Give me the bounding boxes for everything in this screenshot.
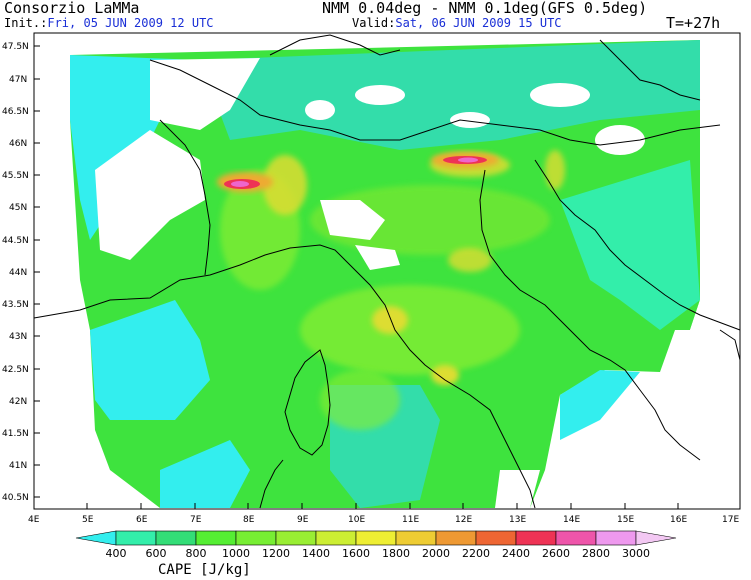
- cape-magenta-east: [458, 157, 478, 163]
- lat-label: 44N: [9, 268, 27, 278]
- colorbar-label: 1200: [262, 547, 290, 560]
- colorbar-swatch: [515, 530, 557, 546]
- lat-label: 43.5N: [2, 300, 29, 310]
- init-label: Init.:: [4, 16, 48, 30]
- cape-yellow-lazio: [431, 365, 459, 385]
- organization-title: Consorzio LaMMa: [4, 0, 140, 17]
- lat-label: 42.5N: [2, 365, 29, 375]
- lon-label: 13E: [509, 515, 526, 525]
- lon-label: 7E: [190, 515, 202, 525]
- cape-yellow-alps-w: [263, 155, 307, 215]
- valid-time: Valid:Sat, 06 JUN 2009 15 UTC: [352, 16, 562, 30]
- lon-label: 8E: [243, 515, 255, 525]
- lat-label: 45N: [9, 203, 27, 213]
- lat-label: 42N: [9, 397, 27, 407]
- cape-yellow-tuscany: [372, 306, 408, 334]
- latitude-labels: 47.5N 47N 46.5N 46N 45.5N 45N 44.5N 44N …: [2, 42, 29, 503]
- cape-cyan-southwest: [90, 300, 210, 420]
- colorbar-label: 2400: [502, 547, 530, 560]
- lat-label: 43N: [9, 332, 27, 342]
- valid-value: Sat, 06 JUN 2009 15 UTC: [395, 16, 562, 30]
- cape-yellow-slovenia: [545, 150, 565, 190]
- lat-label: 45.5N: [2, 171, 29, 181]
- cape-yellow-central: [448, 248, 492, 272]
- lat-label: 47.5N: [2, 42, 29, 52]
- lat-label: 41N: [9, 461, 27, 471]
- lon-label: 14E: [563, 515, 580, 525]
- lon-label: 11E: [402, 515, 419, 525]
- colorbar-swatch: [635, 530, 677, 546]
- init-time: Init.:Fri, 05 JUN 2009 12 UTC: [4, 16, 214, 30]
- colorbar-labels: 400 600 800 1000 1200 1400 1600 1800 2000 2200 240…: [106, 547, 651, 560]
- colorbar: [75, 530, 677, 546]
- cape-cyan-adriatic: [560, 160, 700, 330]
- lon-label: 6E: [136, 515, 148, 525]
- valid-label: Valid:: [352, 16, 396, 30]
- colorbar-label: 600: [146, 547, 167, 560]
- colorbar-label: 1000: [222, 547, 250, 560]
- cape-cyan-southeast: [560, 370, 640, 440]
- tick-marks: [34, 45, 679, 509]
- lon-label: 15E: [617, 515, 634, 525]
- colorbar-swatch: [595, 530, 637, 546]
- cape-domain: [70, 40, 700, 508]
- colorbar-label: 2800: [582, 547, 610, 560]
- colorbar-label: 1800: [382, 547, 410, 560]
- lon-label: 9E: [297, 515, 309, 525]
- colorbar-swatch: [555, 530, 597, 546]
- lat-label: 40.5N: [2, 493, 29, 503]
- cape-field: [34, 33, 740, 508]
- colorbar-label: 2200: [462, 547, 490, 560]
- lon-label: 5E: [82, 515, 94, 525]
- forecast-time: T=+27h: [666, 14, 721, 32]
- colorbar-swatch: [195, 530, 237, 546]
- colorbar-swatch: [75, 530, 117, 546]
- lon-label: 12E: [455, 515, 472, 525]
- colorbar-swatch: [275, 530, 317, 546]
- colorbar-label: 1400: [302, 547, 330, 560]
- white-gaps: [34, 33, 740, 508]
- colorbar-label: 1600: [342, 547, 370, 560]
- lat-label: 41.5N: [2, 429, 29, 439]
- model-title: NMM 0.04deg - NMM 0.1deg(GFS 0.5deg): [322, 0, 648, 17]
- colorbar-swatch: [115, 530, 157, 546]
- cape-cyan-alps: [200, 40, 700, 150]
- colorbar-swatch: [435, 530, 477, 546]
- init-value: Fri, 05 JUN 2009 12 UTC: [47, 16, 214, 30]
- colorbar-swatch: [475, 530, 517, 546]
- colorbar-swatch: [235, 530, 277, 546]
- lon-label: 16E: [670, 515, 687, 525]
- lat-label: 44.5N: [2, 236, 29, 246]
- colorbar-swatch: [155, 530, 197, 546]
- colorbar-label: 400: [106, 547, 127, 560]
- lat-label: 46N: [9, 139, 27, 149]
- cape-lime-tyrrhenian: [300, 285, 520, 375]
- lon-label: 10E: [348, 515, 365, 525]
- cape-cyan-south: [160, 440, 250, 508]
- colorbar-label: 3000: [622, 547, 650, 560]
- colorbar-swatch: [395, 530, 437, 546]
- colorbar-swatch: [315, 530, 357, 546]
- lon-label: 4E: [28, 515, 40, 525]
- longitude-labels: 4E 5E 6E 7E 8E 9E 10E 11E 12E 13E 14E 15…: [28, 515, 739, 525]
- colorbar-label: 2600: [542, 547, 570, 560]
- colorbar-swatch: [355, 530, 397, 546]
- lat-label: 46.5N: [2, 107, 29, 117]
- plot-frame: [33, 32, 741, 510]
- coastlines: [33, 34, 741, 509]
- lon-label: 17E: [722, 515, 739, 525]
- colorbar-label: 800: [186, 547, 207, 560]
- colorbar-label: 2000: [422, 547, 450, 560]
- lat-label: 47N: [9, 75, 27, 85]
- colorbar-title: CAPE [J/kg]: [158, 562, 251, 578]
- cape-magenta-west: [231, 181, 249, 187]
- cape-lime-corsica-east: [320, 370, 400, 430]
